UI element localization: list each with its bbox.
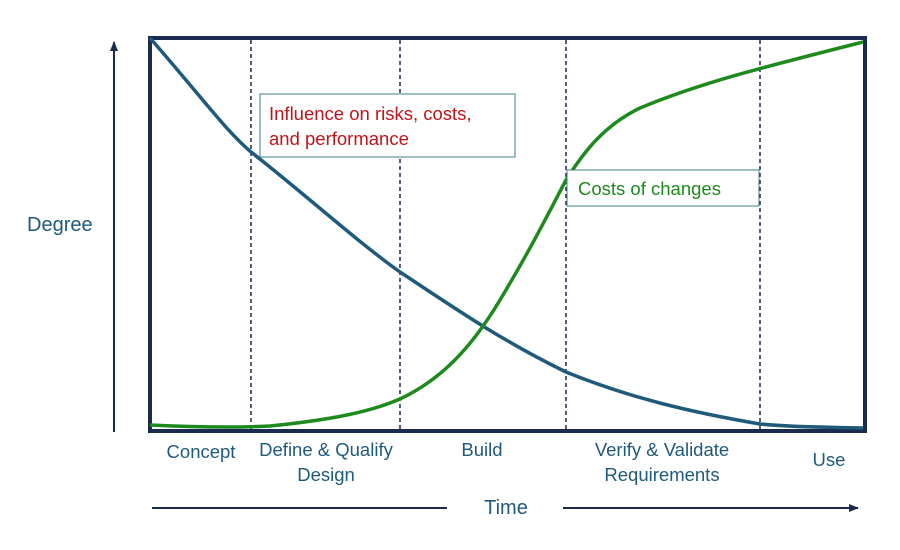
- influence-callout-text: Influence on risks, costs, and performan…: [269, 103, 477, 149]
- cost-curve: [149, 40, 864, 429]
- influence-callout: Influence on risks, costs, and performan…: [259, 93, 516, 158]
- costs-callout: Costs of changes: [566, 169, 760, 207]
- y-axis-label: Degree: [27, 214, 93, 236]
- costs-callout-text: Costs of changes: [578, 178, 721, 199]
- x-axis-label: Time: [484, 497, 528, 519]
- phase-label-concept: Concept: [167, 441, 236, 462]
- phase-label-define: Define & Qualify Design: [259, 439, 393, 485]
- influence-curve: [148, 36, 864, 430]
- phase-label-use: Use: [813, 449, 846, 470]
- phase-labels: Concept Define & Qualify Design Build Ver…: [167, 439, 846, 485]
- phase-label-verify: Verify & Validate Requirements: [595, 439, 729, 485]
- chart-frame: [148, 36, 867, 433]
- phase-label-build: Build: [461, 439, 502, 460]
